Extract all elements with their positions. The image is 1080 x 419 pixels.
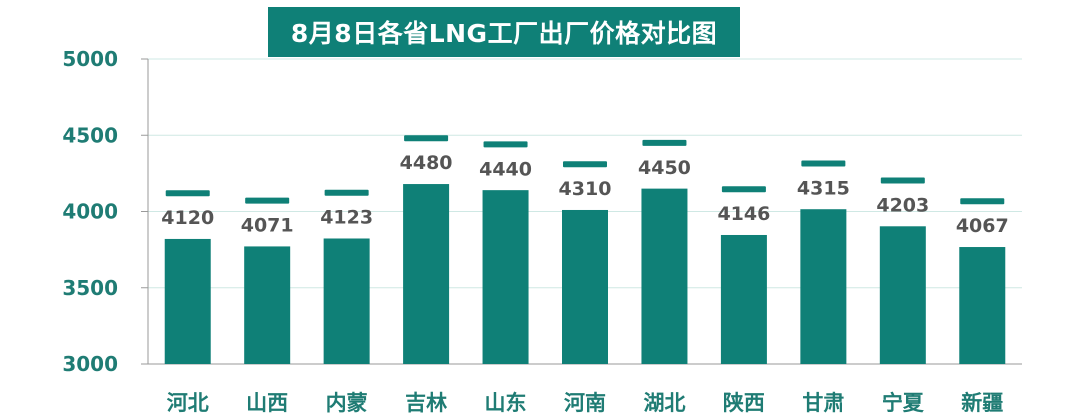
bar bbox=[562, 209, 608, 364]
value-marker bbox=[801, 160, 846, 167]
bar bbox=[959, 247, 1006, 364]
bar bbox=[244, 246, 291, 364]
data-label: 4310 bbox=[559, 178, 612, 200]
value-marker bbox=[483, 141, 528, 148]
data-label: 4123 bbox=[320, 207, 373, 229]
value-marker bbox=[721, 186, 766, 193]
data-label: 4440 bbox=[479, 158, 532, 180]
value-marker bbox=[404, 135, 449, 142]
x-tick-label: 山西 bbox=[246, 391, 288, 415]
x-tick-label: 吉林 bbox=[405, 391, 447, 415]
x-tick-label: 湖北 bbox=[643, 391, 685, 415]
x-tick-label: 新疆 bbox=[961, 391, 1003, 415]
x-tick-label: 宁夏 bbox=[882, 391, 925, 415]
data-label: 4146 bbox=[717, 203, 770, 225]
bar bbox=[800, 209, 847, 364]
bar bbox=[720, 234, 767, 364]
y-tick-label: 5000 bbox=[62, 47, 118, 71]
data-label: 4067 bbox=[956, 215, 1009, 237]
value-marker bbox=[880, 177, 925, 184]
bar bbox=[482, 190, 529, 364]
x-tick-label: 河南 bbox=[564, 391, 606, 415]
y-tick-label: 3500 bbox=[62, 276, 118, 300]
bar bbox=[641, 188, 688, 364]
chart-title: 8月8日各省LNG工厂出厂价格对比图 bbox=[268, 7, 740, 57]
value-marker bbox=[165, 190, 210, 197]
x-tick-label: 陕西 bbox=[723, 391, 765, 415]
value-marker bbox=[245, 197, 290, 204]
value-marker bbox=[563, 161, 607, 168]
y-tick-label: 3000 bbox=[62, 352, 118, 376]
x-tick-label: 甘肃 bbox=[802, 391, 844, 415]
value-marker bbox=[960, 198, 1005, 205]
y-tick-label: 4500 bbox=[62, 123, 118, 147]
data-label: 4203 bbox=[876, 194, 929, 216]
bar bbox=[879, 226, 926, 364]
x-tick-label: 河北 bbox=[167, 391, 209, 415]
data-label: 4315 bbox=[797, 177, 850, 199]
x-tick-label: 内蒙 bbox=[326, 391, 368, 415]
y-tick-label: 4000 bbox=[62, 200, 118, 224]
bar bbox=[403, 184, 450, 364]
value-marker bbox=[642, 139, 687, 146]
data-label: 4480 bbox=[400, 152, 453, 174]
bar bbox=[323, 238, 370, 364]
data-label: 4120 bbox=[161, 207, 214, 229]
x-tick-label: 山东 bbox=[485, 391, 527, 415]
value-marker bbox=[324, 189, 369, 196]
bar bbox=[164, 238, 211, 364]
data-label: 4071 bbox=[241, 215, 294, 237]
data-label: 4450 bbox=[638, 157, 691, 179]
